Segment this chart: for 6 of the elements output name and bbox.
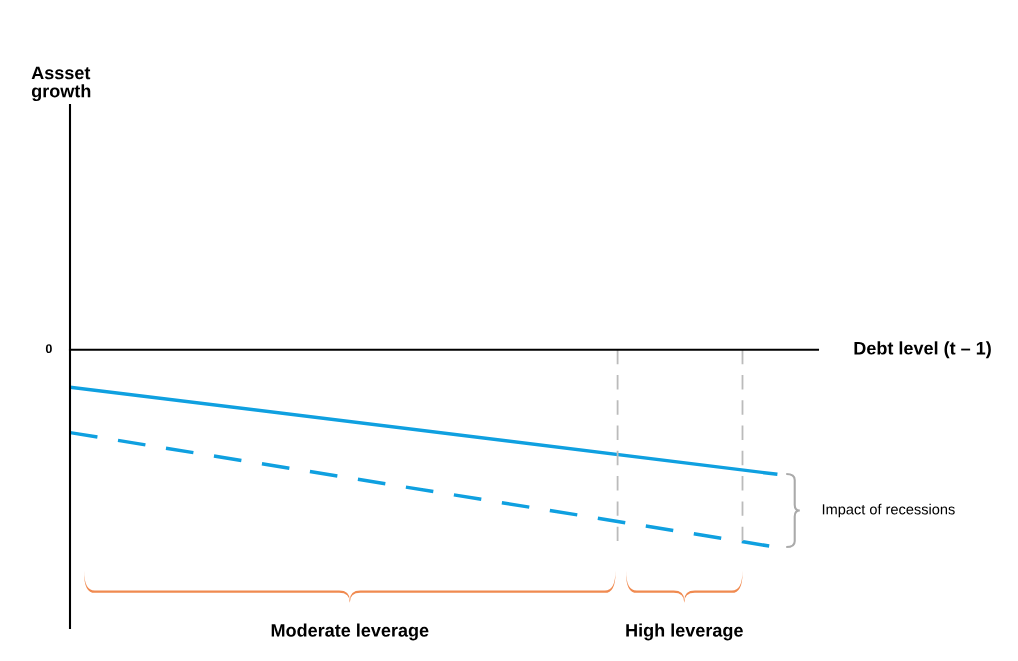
text: Moderate leverage (271, 623, 429, 641)
annotation: Impact of recessions (822, 503, 955, 518)
text: Assset growth (31, 66, 91, 102)
text: High leverage (626, 623, 743, 641)
x-axis-title: Debt level (t – 1) (854, 341, 991, 359)
annotation: 0 (45, 344, 52, 354)
